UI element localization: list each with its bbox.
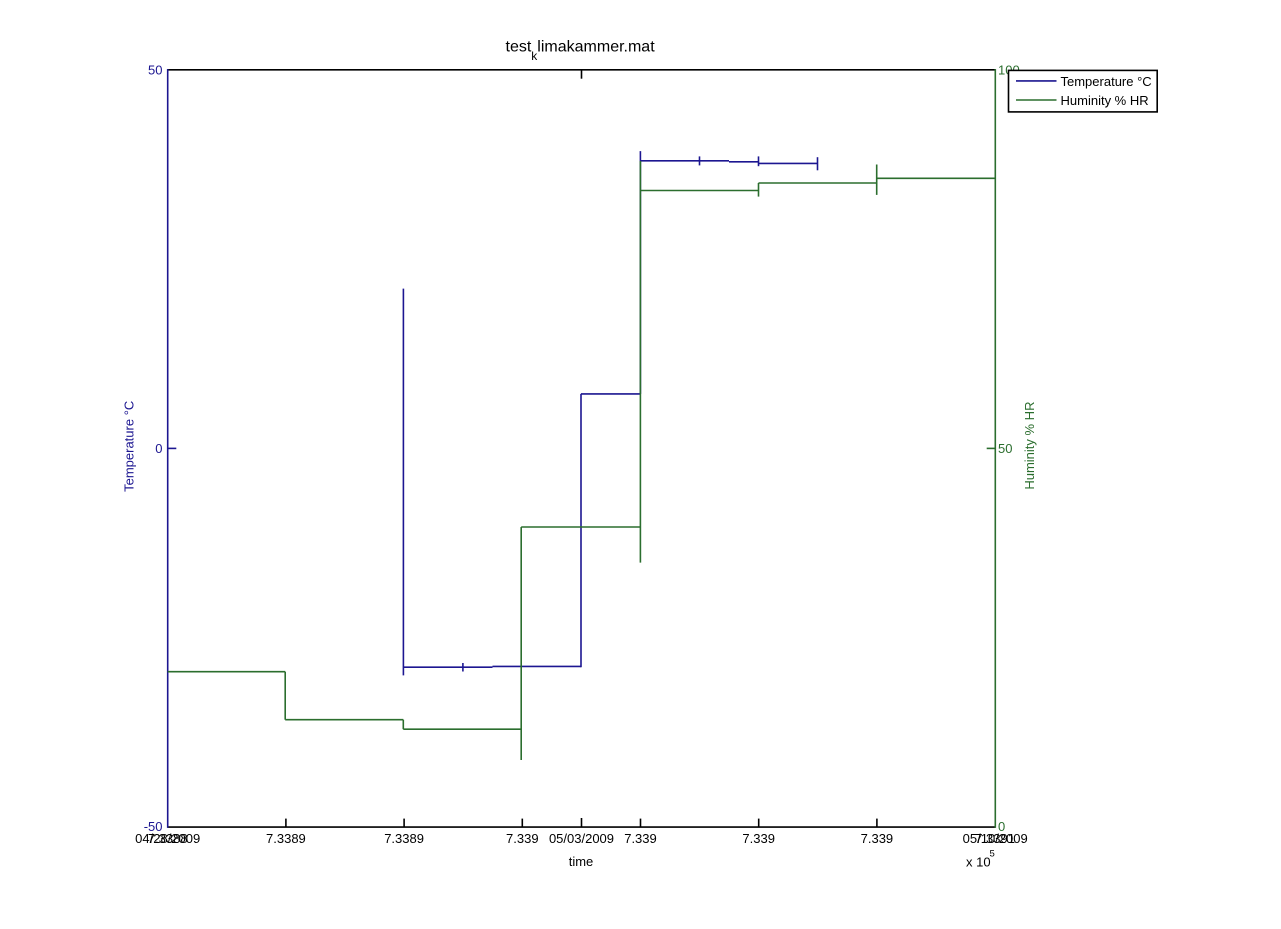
svg-text:04/28/2009: 04/28/2009 — [135, 831, 200, 846]
svg-text:Huminity % HR: Huminity % HR — [1061, 93, 1149, 108]
svg-text:7.339: 7.339 — [624, 831, 657, 846]
svg-text:7.339: 7.339 — [742, 831, 775, 846]
svg-text:05/03/2009: 05/03/2009 — [549, 831, 614, 846]
svg-text:7.3388: 7.3388 — [148, 831, 188, 846]
svg-text:05/10/2009: 05/10/2009 — [963, 831, 1028, 846]
svg-text:0: 0 — [155, 441, 162, 456]
svg-text:time: time — [569, 854, 594, 869]
svg-text:x 10: x 10 — [966, 855, 991, 870]
svg-text:Temperature °C: Temperature °C — [122, 401, 137, 492]
svg-text:Temperature °C: Temperature °C — [1061, 74, 1152, 89]
svg-text:5: 5 — [990, 849, 995, 860]
svg-text:50: 50 — [148, 62, 162, 77]
svg-text:7.339: 7.339 — [861, 831, 894, 846]
svg-text:7.3391: 7.3391 — [975, 831, 1015, 846]
svg-text:7.3389: 7.3389 — [384, 831, 424, 846]
svg-text:Huminity % HR: Huminity % HR — [1022, 402, 1037, 490]
svg-text:7.3389: 7.3389 — [266, 831, 306, 846]
svg-text:-50: -50 — [144, 819, 163, 834]
svg-text:50: 50 — [998, 441, 1012, 456]
svg-text:0: 0 — [998, 819, 1005, 834]
svg-text:7.339: 7.339 — [506, 831, 539, 846]
